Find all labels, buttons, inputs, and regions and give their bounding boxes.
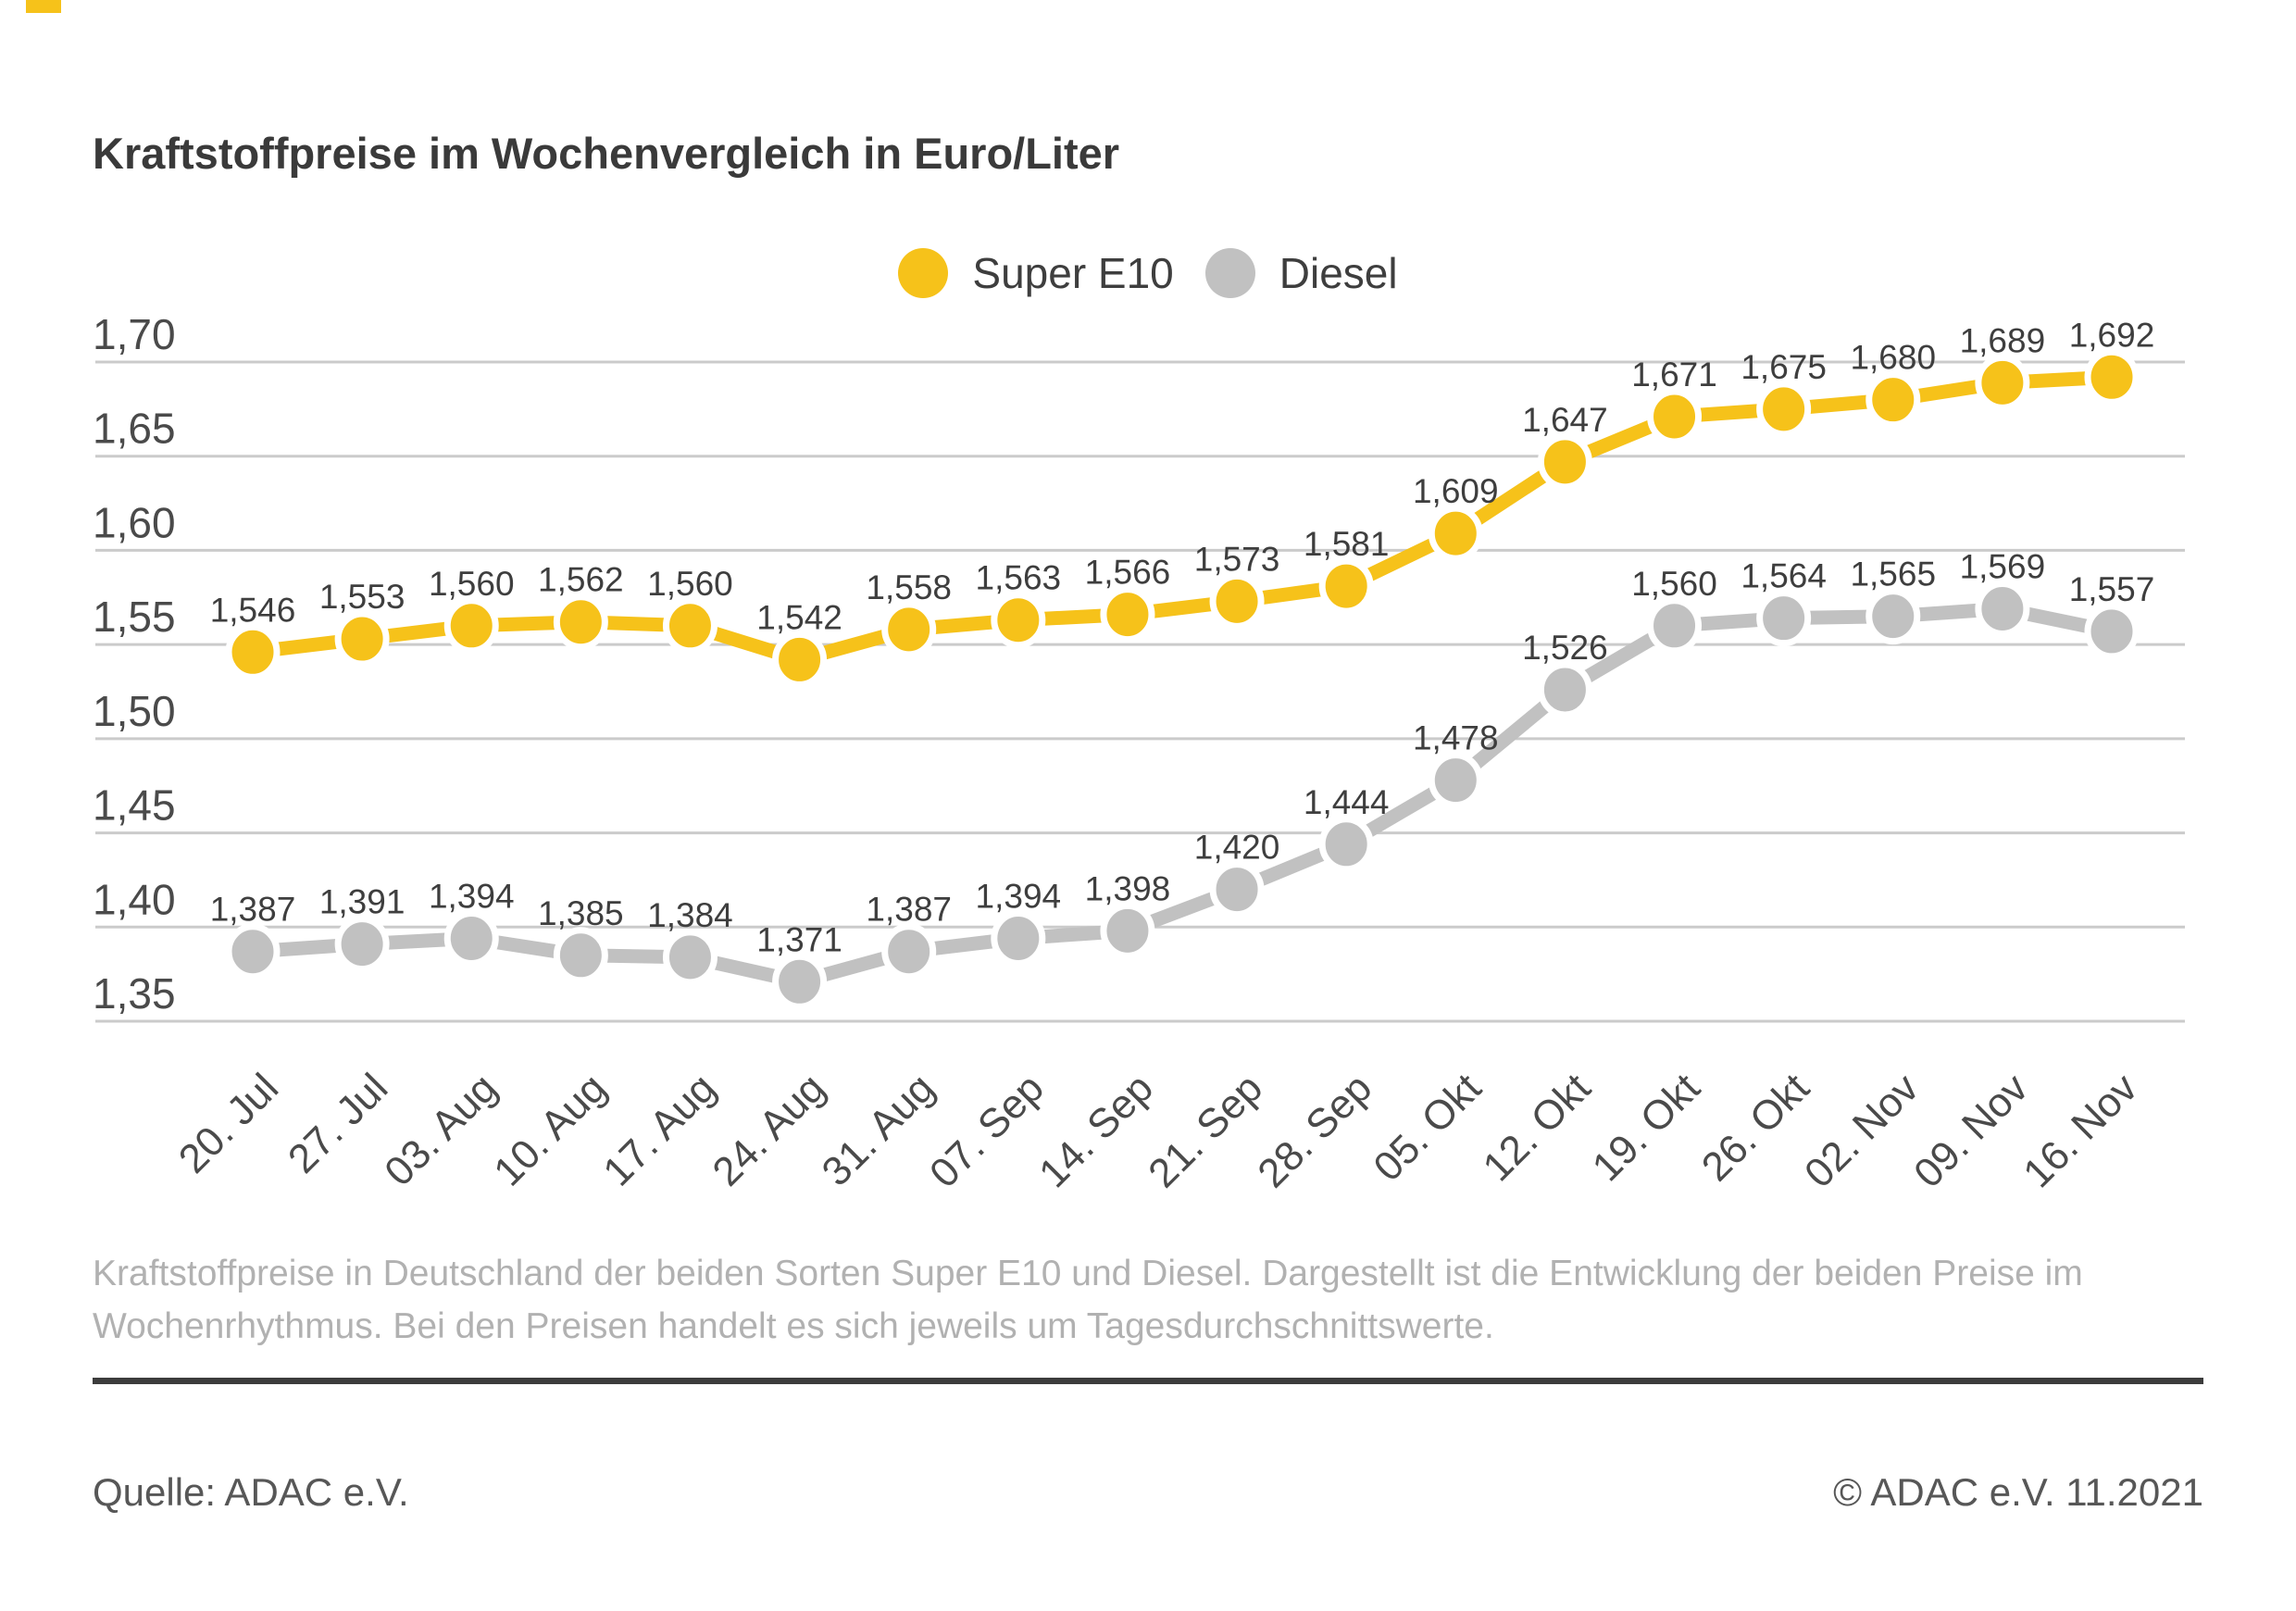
svg-text:1,560: 1,560 — [1631, 565, 1717, 603]
svg-text:17. Aug: 17. Aug — [594, 1065, 724, 1194]
page-title: Kraftstoffpreise im Wochenvergleich in E… — [93, 129, 1120, 178]
svg-text:31. Aug: 31. Aug — [814, 1065, 943, 1194]
svg-text:1,564: 1,564 — [1741, 557, 1827, 595]
svg-text:1,35: 1,35 — [93, 969, 176, 1018]
svg-text:1,546: 1,546 — [210, 591, 296, 629]
footer: Quelle: ADAC e.V. © ADAC e.V. 11.2021 — [93, 1470, 2203, 1515]
divider-rule — [93, 1378, 2203, 1384]
chart-legend: Super E10 Diesel — [0, 248, 2296, 298]
svg-text:1,609: 1,609 — [1413, 472, 1499, 510]
svg-text:1,680: 1,680 — [1850, 339, 1936, 377]
svg-text:1,60: 1,60 — [93, 498, 176, 546]
svg-text:28. Sep: 28. Sep — [1249, 1065, 1380, 1196]
svg-text:1,692: 1,692 — [2069, 316, 2155, 354]
svg-text:1,542: 1,542 — [756, 598, 842, 636]
svg-text:1,573: 1,573 — [1194, 540, 1280, 578]
svg-text:21. Sep: 21. Sep — [1140, 1065, 1271, 1196]
svg-text:10. Aug: 10. Aug — [485, 1065, 615, 1194]
brand-corner-mark — [26, 0, 61, 13]
legend-dot-super-e10-icon — [898, 248, 949, 298]
chart-caption: Kraftstoffpreise in Deutschland der beid… — [93, 1254, 2083, 1346]
svg-text:1,478: 1,478 — [1413, 719, 1499, 757]
source-text: Quelle: ADAC e.V. — [93, 1470, 409, 1514]
svg-text:1,387: 1,387 — [866, 891, 952, 929]
legend-item-super-e10: Super E10 — [898, 248, 1174, 298]
svg-text:14. Sep: 14. Sep — [1030, 1065, 1162, 1196]
svg-text:1,70: 1,70 — [93, 310, 176, 358]
svg-text:26. Okt: 26. Okt — [1693, 1065, 1818, 1190]
svg-text:09. Nov: 09. Nov — [1905, 1065, 2037, 1196]
svg-text:1,560: 1,560 — [647, 565, 733, 603]
svg-text:02. Nov: 02. Nov — [1796, 1065, 1928, 1196]
svg-text:1,560: 1,560 — [429, 565, 515, 603]
svg-text:1,671: 1,671 — [1631, 356, 1717, 393]
svg-text:1,394: 1,394 — [429, 877, 515, 915]
svg-text:1,553: 1,553 — [319, 578, 406, 616]
svg-text:1,689: 1,689 — [1960, 321, 2046, 359]
svg-text:1,65: 1,65 — [93, 405, 176, 453]
svg-text:1,398: 1,398 — [1085, 869, 1171, 907]
legend-item-diesel: Diesel — [1204, 248, 1398, 298]
copyright-text: © ADAC e.V. 11.2021 — [1833, 1470, 2203, 1514]
svg-text:1,394: 1,394 — [976, 877, 1062, 915]
svg-text:1,558: 1,558 — [866, 568, 952, 606]
svg-text:1,569: 1,569 — [1960, 547, 2046, 585]
svg-text:1,562: 1,562 — [538, 561, 624, 599]
svg-text:20. Jul: 20. Jul — [170, 1065, 287, 1181]
svg-text:1,387: 1,387 — [210, 891, 296, 929]
svg-text:07. Sep: 07. Sep — [921, 1065, 1053, 1196]
svg-text:1,45: 1,45 — [93, 781, 176, 830]
svg-text:1,526: 1,526 — [1522, 629, 1608, 667]
svg-text:1,647: 1,647 — [1522, 401, 1608, 439]
svg-text:1,420: 1,420 — [1194, 829, 1280, 867]
svg-text:1,385: 1,385 — [538, 894, 624, 932]
svg-text:1,391: 1,391 — [319, 883, 406, 921]
svg-text:1,566: 1,566 — [1085, 554, 1171, 592]
svg-text:1,565: 1,565 — [1850, 556, 1936, 593]
svg-text:1,50: 1,50 — [93, 687, 176, 735]
svg-text:1,384: 1,384 — [647, 896, 733, 934]
svg-text:1,557: 1,557 — [2069, 570, 2155, 608]
svg-text:1,55: 1,55 — [93, 593, 176, 641]
svg-text:05. Okt: 05. Okt — [1365, 1065, 1490, 1190]
svg-text:1,371: 1,371 — [756, 920, 842, 958]
legend-label-super-e10: Super E10 — [972, 249, 1174, 297]
svg-text:12. Okt: 12. Okt — [1475, 1065, 1600, 1190]
svg-text:16. Nov: 16. Nov — [2015, 1065, 2146, 1196]
legend-dot-diesel-icon — [1204, 248, 1255, 298]
svg-text:19. Okt: 19. Okt — [1584, 1065, 1709, 1190]
legend-label-diesel: Diesel — [1279, 249, 1398, 297]
svg-text:24. Aug: 24. Aug — [704, 1065, 833, 1194]
svg-text:1,675: 1,675 — [1741, 348, 1827, 386]
svg-text:1,563: 1,563 — [976, 559, 1062, 597]
fuel-price-line-chart: 1,70 1,65 1,60 1,55 1,50 1,45 1,40 1,35 20. Jul 2… — [93, 310, 2185, 1196]
svg-text:03. Aug: 03. Aug — [376, 1065, 505, 1194]
svg-text:1,444: 1,444 — [1304, 783, 1390, 821]
svg-text:1,40: 1,40 — [93, 875, 176, 923]
svg-text:1,581: 1,581 — [1304, 525, 1390, 563]
